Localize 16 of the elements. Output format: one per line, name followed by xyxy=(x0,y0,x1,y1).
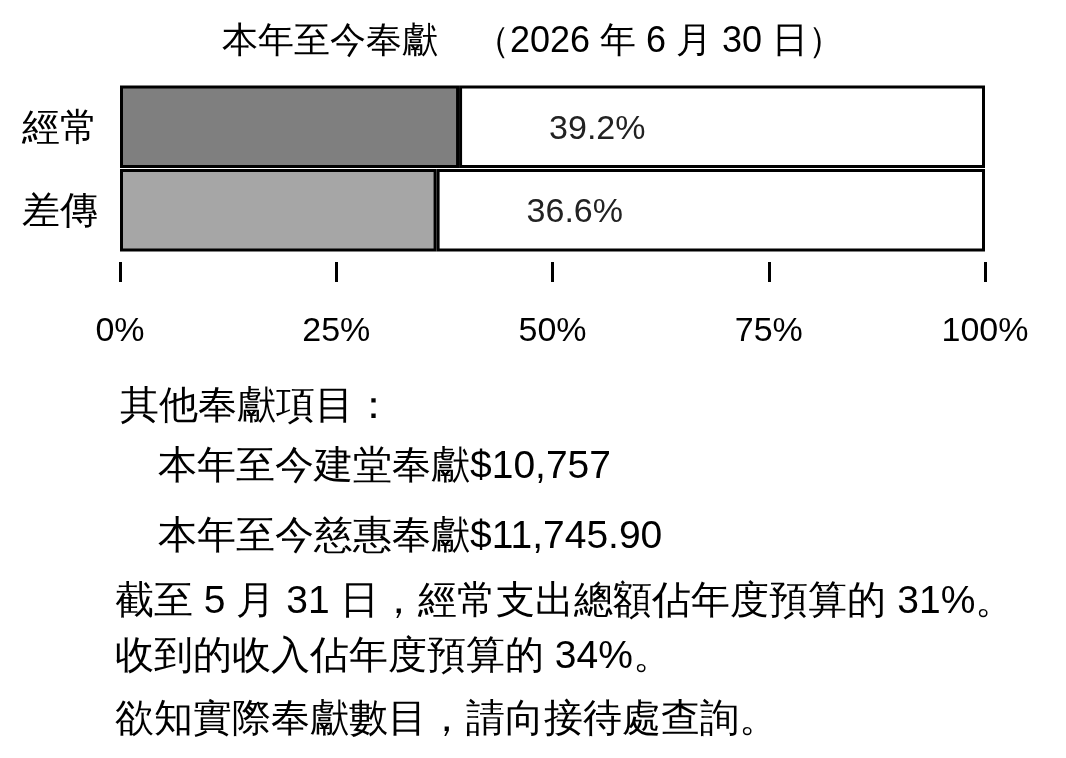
text: 截至 5 月 31 日，經常支出總額佔年度預算的 31%。 xyxy=(115,578,1015,622)
text: 欲知實際奉獻數目，請向接待處查詢。 xyxy=(115,696,778,740)
x-tick-label: 0% xyxy=(95,310,145,348)
chart-title: 本年至今奉獻 （2026 年 6 月 30 日） xyxy=(221,18,845,60)
data-label: 39.2% xyxy=(549,107,646,146)
y-tick-label: 差傳 xyxy=(22,189,98,232)
text: 本年至今建堂奉獻$10,757 xyxy=(158,443,611,487)
text: 收到的收入佔年度預算的 34%。 xyxy=(115,633,672,677)
x-tick-label: 100% xyxy=(941,310,1029,348)
x-tick-label: 50% xyxy=(518,310,587,348)
y-tick-label: 經常 xyxy=(21,105,98,148)
x-tick-label: 75% xyxy=(734,310,803,348)
x-tick-label: 25% xyxy=(302,310,371,348)
data-label: 36.6% xyxy=(526,191,623,230)
text: 其他奉獻項目： xyxy=(120,383,393,427)
text: 本年至今慈惠奉獻$11,745.90 xyxy=(158,513,663,557)
